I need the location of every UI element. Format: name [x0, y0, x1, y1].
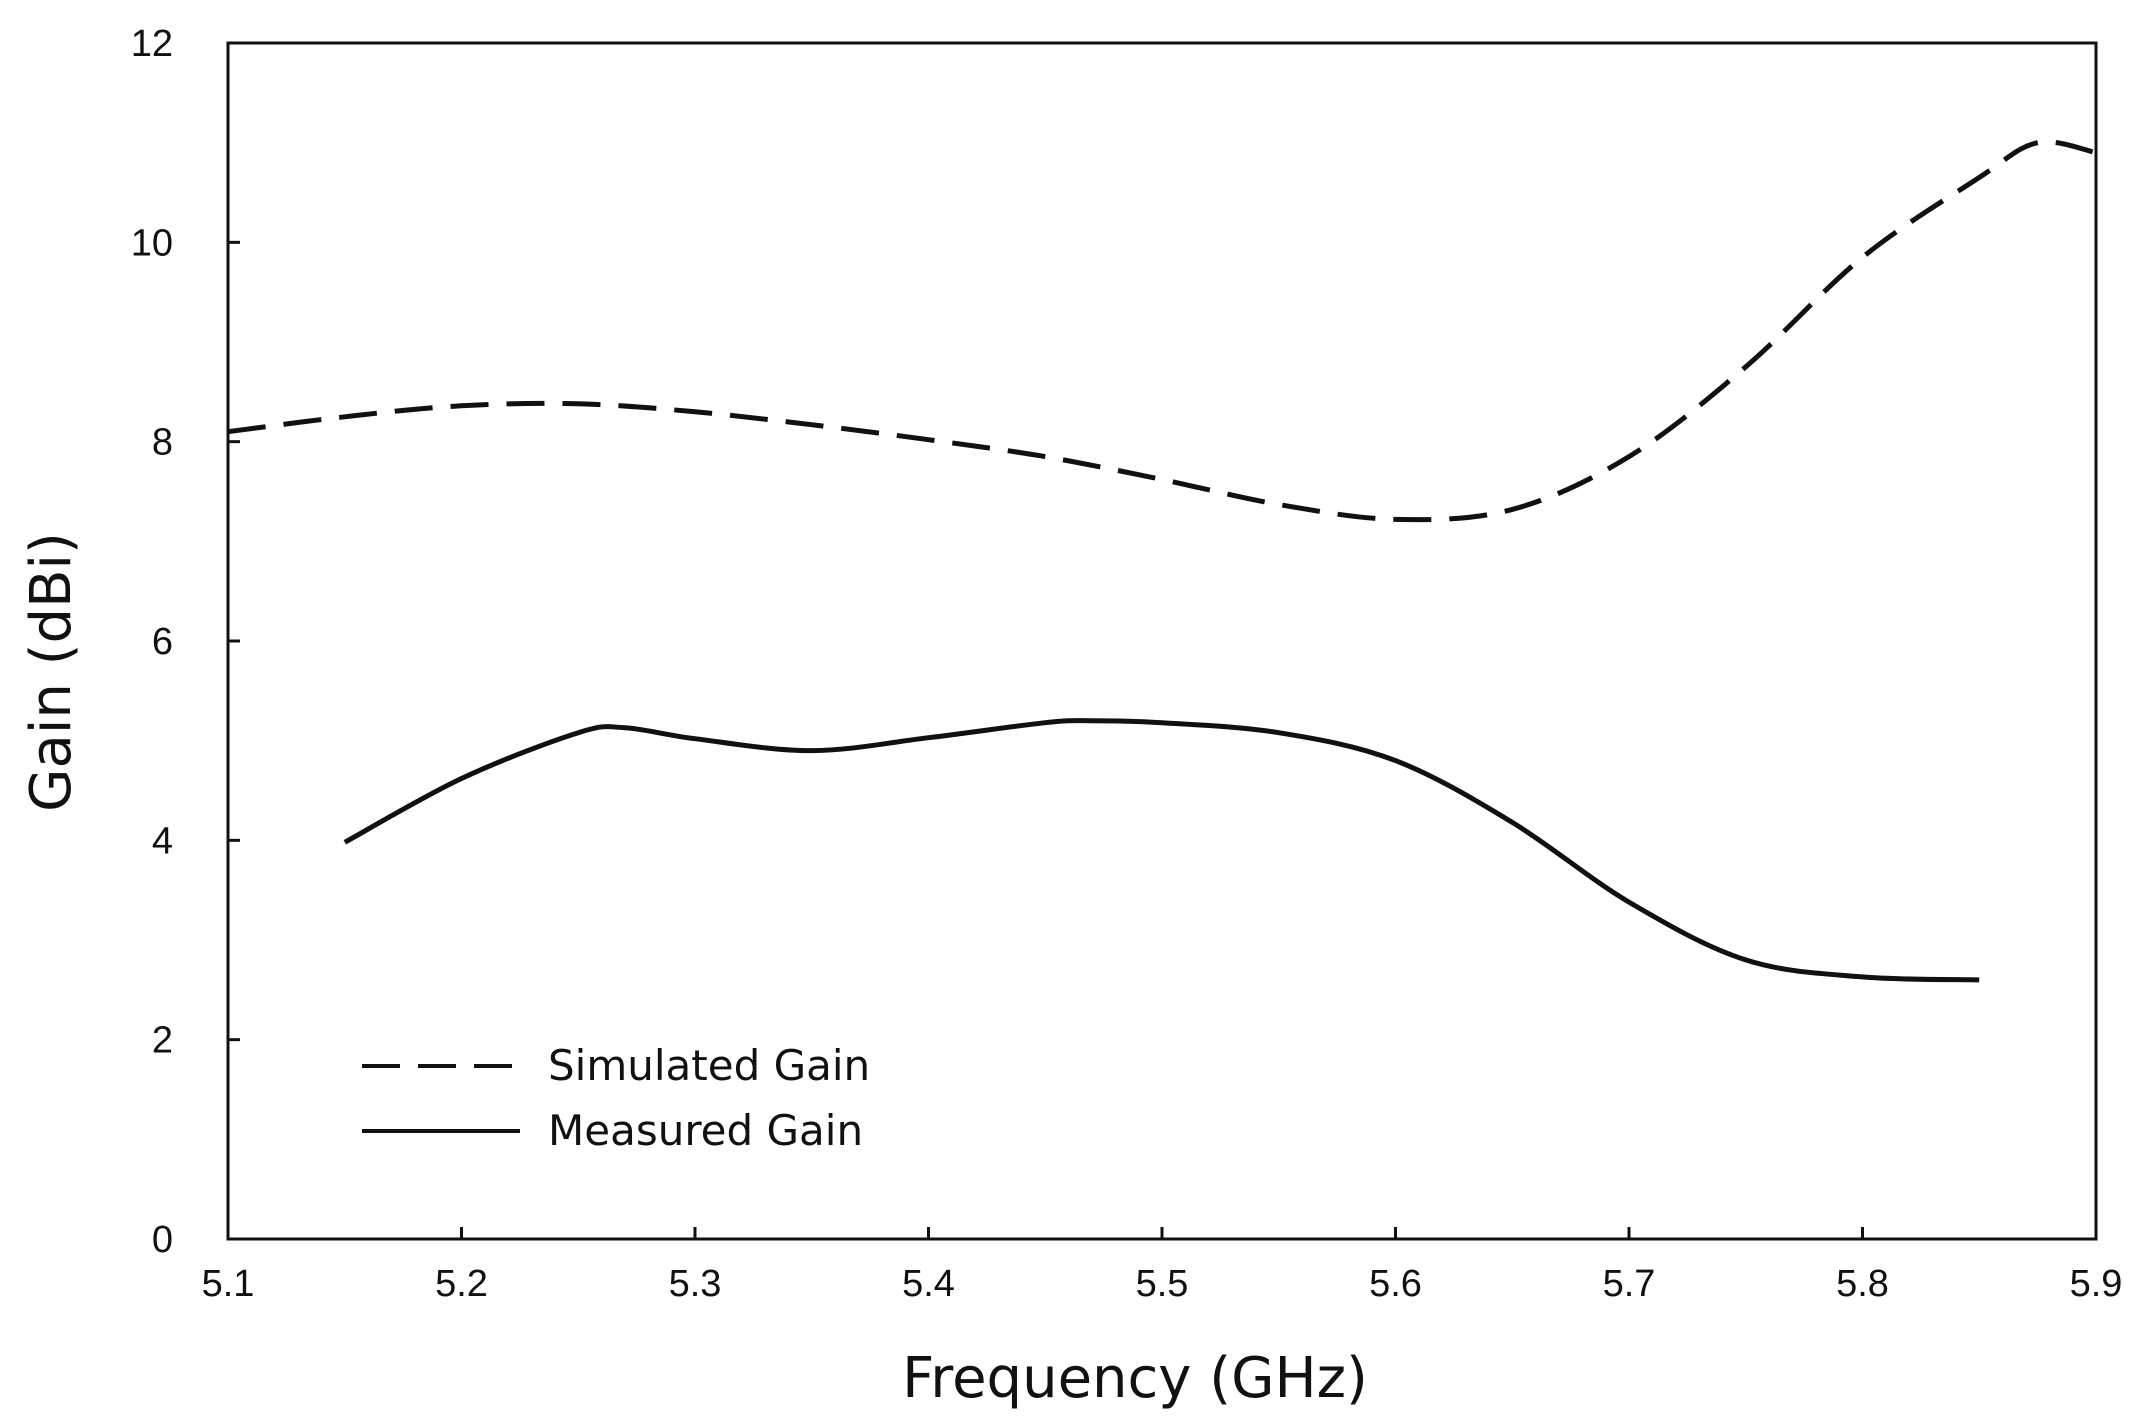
legend-label-measured-gain: Measured Gain: [548, 1106, 863, 1155]
y-tick-label: 2: [152, 1020, 173, 1062]
y-tick-label: 4: [152, 820, 173, 862]
y-tick-label: 6: [152, 621, 173, 663]
legend: Simulated Gain Measured Gain: [362, 1041, 870, 1155]
x-tick-label: 5.5: [1136, 1263, 1189, 1305]
y-tick-label: 8: [152, 422, 173, 464]
x-tick-label: 5.7: [1603, 1263, 1656, 1305]
series-layer: [227, 139, 2097, 983]
y-tick-label: 10: [131, 222, 173, 264]
x-tick-label: 5.9: [2070, 1263, 2123, 1305]
series-line-measured-gain: [343, 718, 1980, 983]
ticks-layer: 5.1 5.2 5.3 5.4 5.5 5.6 5.7 5.8 5.9 0 2 4 6 8 10 12: [131, 23, 2123, 1305]
x-tick-label: 5.1: [202, 1263, 255, 1305]
x-tick-label: 5.8: [1836, 1263, 1889, 1305]
x-axis-title: Frequency (GHz): [902, 1346, 1368, 1411]
y-axis-title: Gain (dBi): [19, 532, 84, 812]
x-tick-label: 5.4: [902, 1263, 955, 1305]
y-tick-label: 12: [131, 23, 173, 65]
x-tick-label: 5.2: [435, 1263, 488, 1305]
series-line-simulated-gain: [227, 139, 2097, 523]
legend-label-simulated-gain: Simulated Gain: [548, 1041, 870, 1090]
x-tick-label: 5.3: [669, 1263, 722, 1305]
y-tick-label: 0: [152, 1219, 173, 1261]
x-tick-label: 5.6: [1369, 1263, 1422, 1305]
